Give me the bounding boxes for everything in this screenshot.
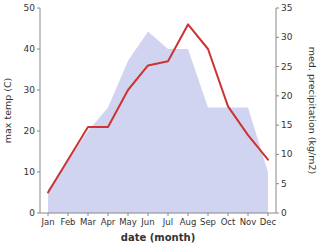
x-tick — [148, 213, 149, 216]
temperature-line — [48, 24, 268, 192]
chart-svg: 0 10 20 30 40 50 0 5 10 15 20 25 30 35 Jan Feb Mar AprMay… — [0, 0, 318, 247]
axes: 0 10 20 30 40 50 0 5 10 15 20 25 30 35 Jan Feb Mar AprMay… — [24, 3, 293, 227]
y2-tick — [276, 95, 279, 96]
right-axis-line — [276, 8, 277, 213]
x-tick — [248, 213, 249, 216]
x-tick — [168, 213, 169, 216]
y-axis-title: max temp (C) — [2, 78, 13, 144]
y-tick-label: 40 — [24, 44, 36, 54]
x-tick-label: Dec — [260, 217, 277, 227]
y2-tick-label: 20 — [281, 91, 293, 101]
page: {"chart_data": {"type": "line", "categor… — [0, 0, 318, 247]
y-tick — [37, 49, 40, 50]
y2-tick-label: 10 — [281, 149, 293, 159]
x-axis-line — [40, 213, 276, 214]
precipitation-area — [48, 31, 268, 213]
y2-tick-label: 15 — [281, 120, 292, 130]
y2-tick — [276, 8, 279, 9]
x-tick — [268, 213, 269, 216]
x-tick — [108, 213, 109, 216]
left-axis-line — [40, 8, 41, 213]
y2-tick-label: 30 — [281, 32, 293, 42]
x-tick-label: Apr — [101, 217, 116, 227]
y2-tick-label: 5 — [281, 179, 287, 189]
y-tick-label: 10 — [24, 167, 36, 177]
y2-tick-label: 35 — [281, 3, 292, 13]
x-tick-label: Oct — [221, 217, 236, 227]
y2-tick — [276, 37, 279, 38]
x-tick-label: Jan — [40, 217, 54, 227]
x-tick — [188, 213, 189, 216]
x-tick — [128, 213, 129, 216]
y2-tick — [276, 66, 279, 67]
y2-axis-title: med. precipitation (kg/m2) — [307, 47, 318, 174]
chart-container: 0 10 20 30 40 50 0 5 10 15 20 25 30 35 Jan Feb Mar AprMay… — [0, 0, 318, 247]
y-tick — [37, 8, 40, 9]
y-tick — [37, 90, 40, 91]
y2-tick — [276, 213, 279, 214]
x-tick — [68, 213, 69, 216]
x-tick-label: Jul — [162, 217, 173, 227]
y-tick-label: 20 — [24, 126, 36, 136]
y-tick — [37, 172, 40, 173]
y-tick — [37, 131, 40, 132]
x-tick-label: May — [119, 217, 137, 227]
x-tick-label: Nov — [240, 217, 257, 227]
x-axis-title: date (month) — [121, 232, 195, 243]
plot-area — [48, 24, 268, 213]
y-tick-label: 30 — [24, 85, 36, 95]
x-tick-label: Jun — [140, 217, 154, 227]
y2-tick-label: 25 — [281, 62, 292, 72]
y2-tick-label: 0 — [281, 208, 287, 218]
y2-tick — [276, 154, 279, 155]
y2-tick — [276, 183, 279, 184]
x-tick — [88, 213, 89, 216]
y2-tick — [276, 125, 279, 126]
x-tick-label: Sep — [200, 217, 216, 227]
x-tick — [228, 213, 229, 216]
y-tick-label: 0 — [29, 208, 35, 218]
x-tick-label: Mar — [80, 217, 97, 227]
x-tick-label: Feb — [60, 217, 75, 227]
y-tick-label: 50 — [24, 3, 36, 13]
y-tick — [37, 213, 40, 214]
x-tick — [208, 213, 209, 216]
x-tick-label: Aug — [180, 217, 197, 227]
x-tick — [48, 213, 49, 216]
